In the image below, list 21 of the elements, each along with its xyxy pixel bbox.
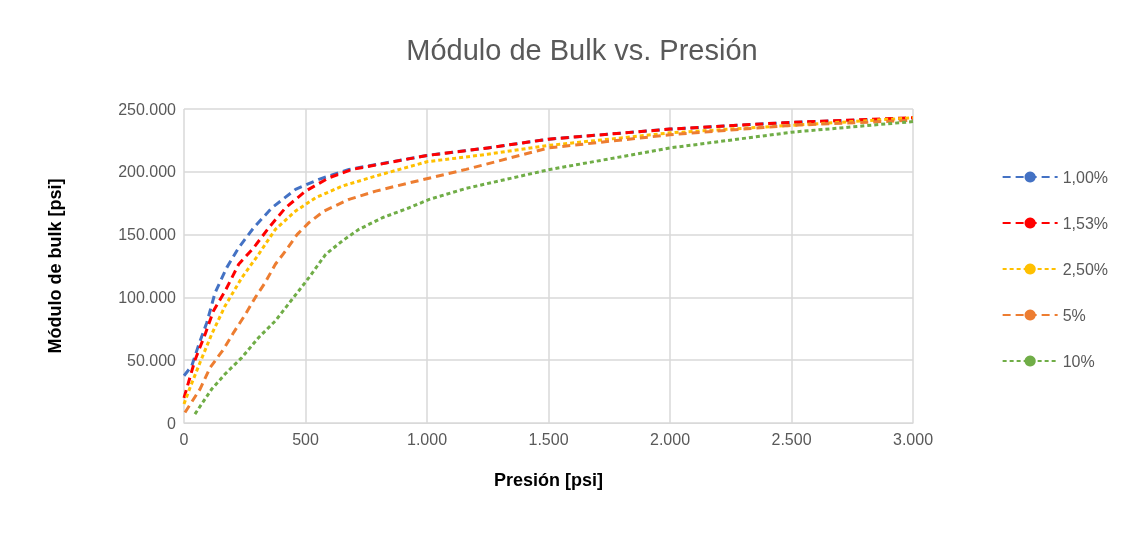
legend-label: 5% [1062,306,1086,324]
x-tick-label: 3.000 [892,430,934,448]
y-tick-label: 100.000 [118,288,177,306]
x-tick-label: 1.000 [406,430,448,448]
x-tick-label: 0 [179,430,189,448]
x-tick-label: 1.500 [528,430,569,448]
y-tick-label: 150.000 [118,226,177,244]
y-tick-label: 200.000 [118,163,177,181]
x-tick-label: 500 [292,430,319,448]
x-axis-title: Presión [psi] [493,470,604,490]
x-tick-label: 2.000 [649,430,691,448]
legend-label: 2,50% [1062,260,1109,278]
legend-label: 10% [1062,352,1095,370]
x-tick-label: 2.500 [771,430,812,448]
y-tick-label: 50.000 [127,351,177,369]
legend-label: 1,00% [1062,168,1109,186]
y-axis-title: Módulo de bulk [psi] [45,178,65,354]
y-tick-label: 0 [167,414,177,432]
legend-label: 1,53% [1062,214,1109,232]
y-tick-label: 250.000 [118,100,177,118]
chart-title: Módulo de Bulk vs. Presión [406,33,758,66]
